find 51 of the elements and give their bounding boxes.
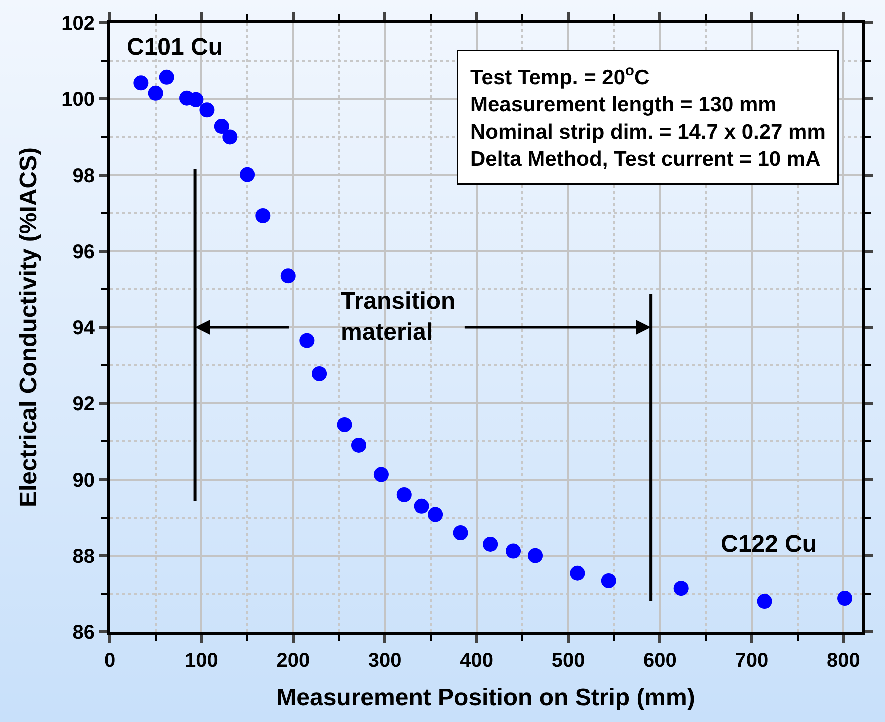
x-tick-label: 800 (826, 650, 860, 672)
y-tick-label: 92 (72, 394, 95, 416)
x-tick-label: 0 (104, 650, 116, 672)
point (506, 544, 522, 559)
point (414, 498, 430, 514)
point (351, 438, 366, 453)
x-tick-label: 500 (552, 650, 586, 672)
point (222, 130, 238, 145)
x-tick-label: 300 (368, 650, 402, 672)
y-tick-label: 86 (72, 622, 95, 644)
annotation: Test Temp. = 20$^{o}$C Measurement length = 130 mm Nominal strip dim. = 14.7 x 0.27 mm Delta Method, Test current = 10 mA (470, 64, 826, 172)
x-tick-label: 400 (460, 650, 494, 672)
point (601, 574, 616, 588)
point (256, 208, 271, 224)
point (757, 594, 772, 610)
x-axis-title: Measurement Position on Strip (mm) (276, 684, 696, 712)
y-tick-label: 90 (72, 470, 95, 492)
x-tick-label: 700 (735, 650, 769, 672)
annotation: C122 Cu (721, 531, 818, 558)
point (214, 119, 230, 134)
point (300, 333, 315, 348)
annotation: Transition material (341, 288, 456, 346)
point (483, 536, 498, 552)
x-tick-label: 600 (644, 650, 677, 672)
y-tick-label: 96 (72, 241, 95, 264)
y-axis-title: Electrical Conductivity (%IACS) (16, 147, 43, 508)
x-tick-label: 100 (185, 650, 218, 672)
point (528, 548, 544, 564)
point (570, 566, 586, 581)
point (312, 366, 328, 382)
point (396, 487, 412, 502)
annotation: C101 Cu (127, 34, 224, 61)
y-tick-label: 94 (72, 318, 96, 340)
point (337, 417, 352, 432)
point (453, 526, 468, 541)
point (240, 167, 256, 182)
point (200, 102, 215, 118)
point (159, 70, 174, 85)
point (134, 76, 149, 91)
point (188, 92, 204, 108)
x-tick-label: 200 (276, 650, 310, 672)
point (374, 467, 389, 482)
point (838, 591, 853, 606)
point (428, 507, 444, 522)
point (280, 268, 296, 284)
point (674, 581, 689, 596)
y-tick-label: 102 (62, 13, 95, 35)
point (148, 86, 164, 101)
y-tick-label: 100 (62, 89, 95, 112)
y-tick-label: 88 (72, 546, 95, 568)
y-tick-label: 98 (72, 165, 95, 188)
